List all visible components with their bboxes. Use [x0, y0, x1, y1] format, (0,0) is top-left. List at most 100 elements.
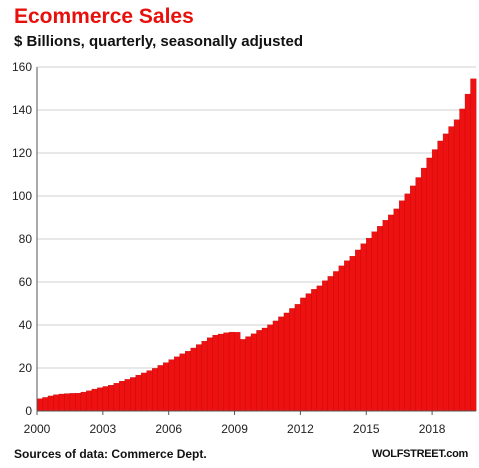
bar	[338, 265, 345, 412]
bar	[382, 220, 389, 412]
bar	[245, 336, 252, 412]
y-tick-label: 140	[12, 103, 32, 117]
bar	[305, 293, 312, 412]
y-tick-label: 60	[19, 275, 33, 289]
bar	[80, 391, 87, 412]
bar	[360, 243, 367, 412]
bar	[470, 78, 477, 412]
bar	[404, 193, 411, 412]
bar	[311, 289, 318, 412]
bar	[366, 237, 373, 412]
bar	[141, 372, 148, 412]
bar	[371, 231, 378, 412]
bar	[212, 334, 219, 412]
bar	[453, 119, 460, 412]
bar	[152, 368, 159, 412]
bar	[201, 340, 208, 412]
bar	[228, 331, 235, 412]
bar	[108, 385, 115, 412]
bar	[69, 393, 76, 412]
bar	[256, 330, 263, 412]
bar	[42, 397, 49, 412]
bar	[130, 377, 137, 412]
bar	[53, 394, 60, 412]
bar	[185, 351, 192, 412]
bar	[157, 365, 164, 412]
bar	[102, 386, 109, 412]
bar	[399, 200, 406, 412]
bar	[344, 260, 351, 412]
bar	[179, 353, 186, 412]
y-tick-label: 20	[19, 361, 33, 375]
bar	[113, 383, 120, 412]
bar	[234, 332, 241, 412]
y-tick-label: 0	[25, 404, 32, 418]
source-note: Sources of data: Commerce Dept.	[14, 447, 207, 461]
bar	[174, 356, 181, 412]
bar	[119, 380, 126, 412]
bar	[459, 108, 466, 412]
bar	[409, 185, 416, 412]
chart-subtitle: $ Billions, quarterly, seasonally adjust…	[14, 33, 303, 50]
bar	[272, 320, 279, 412]
bar	[163, 362, 170, 412]
bar	[217, 333, 224, 412]
bar	[415, 177, 422, 412]
bar	[58, 393, 65, 412]
bar	[437, 140, 444, 412]
y-tick-label: 120	[12, 146, 32, 160]
bar	[278, 316, 285, 412]
bar	[294, 304, 301, 412]
bar	[190, 347, 197, 412]
bar	[239, 339, 246, 412]
x-tick-label: 2018	[419, 422, 446, 436]
bar	[64, 393, 71, 412]
x-tick-label: 2015	[353, 422, 380, 436]
y-tick-labels: 0 20 40 60 80 100 120 140 160	[12, 60, 32, 418]
bar	[91, 388, 98, 412]
bar	[135, 374, 142, 412]
bar	[300, 297, 307, 412]
chart-title: Ecommerce Sales	[14, 5, 194, 28]
x-tick-label: 2006	[155, 422, 182, 436]
bar	[195, 344, 202, 412]
x-tick-label: 2003	[89, 422, 116, 436]
bar	[261, 327, 268, 412]
bar	[349, 256, 356, 412]
bar	[448, 126, 455, 412]
bar	[223, 332, 230, 412]
bar	[377, 226, 384, 412]
bar	[36, 398, 43, 412]
bar	[316, 285, 323, 412]
bar	[86, 390, 93, 412]
y-tick-label: 160	[12, 60, 32, 74]
bar	[420, 167, 427, 412]
x-tick-label: 2009	[221, 422, 248, 436]
bar	[333, 271, 340, 412]
bar	[322, 280, 329, 412]
bar	[146, 370, 153, 412]
bar	[393, 208, 400, 412]
bar	[426, 157, 433, 412]
bar	[47, 395, 54, 412]
bar	[97, 387, 104, 412]
bar	[355, 249, 362, 412]
bar	[267, 324, 274, 412]
bar	[388, 214, 395, 412]
bar	[206, 337, 213, 412]
brand-logo-text: WOLFSTREET.com	[371, 448, 468, 460]
bar	[327, 276, 334, 412]
bar	[168, 359, 175, 412]
bar	[124, 379, 131, 412]
bar	[250, 333, 257, 412]
bar	[283, 312, 290, 412]
y-tick-label: 40	[19, 318, 33, 332]
x-tick-label: 2012	[287, 422, 314, 436]
bar	[442, 133, 449, 412]
bar-series	[36, 78, 477, 412]
x-tick-labels: 2000 2003 2006 2009 2012 2015 2018	[24, 411, 446, 436]
y-tick-label: 100	[12, 189, 32, 203]
bar	[464, 93, 471, 412]
y-tick-label: 80	[19, 232, 33, 246]
